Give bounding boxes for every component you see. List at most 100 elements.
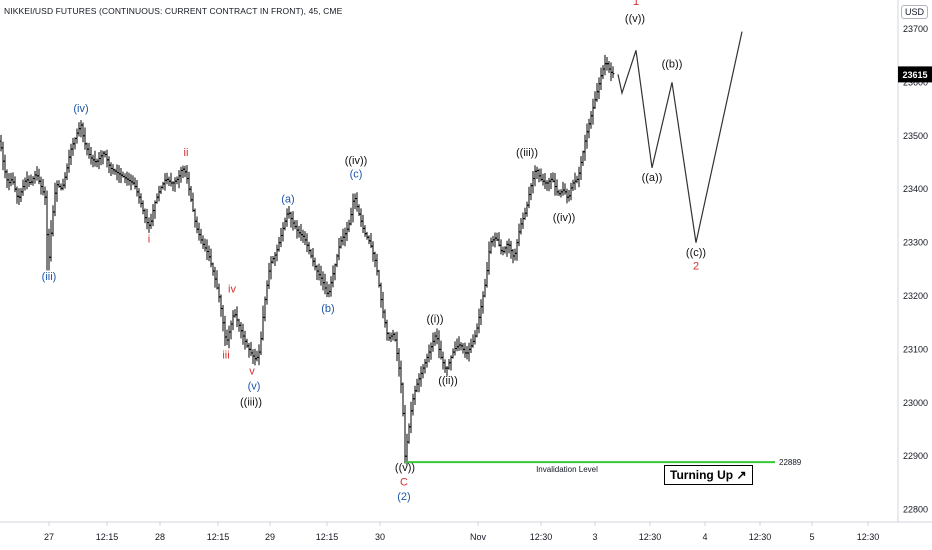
- ohlc-bar: [381, 291, 385, 319]
- ohlc-bar: [219, 294, 223, 317]
- ohlc-bar: [561, 181, 565, 196]
- ohlc-bar: [153, 200, 157, 219]
- ohlc-bar: [565, 188, 569, 204]
- ohlc-bar: [283, 217, 287, 231]
- ohlc-bar: [601, 65, 605, 80]
- ohlc-bar: [263, 296, 267, 322]
- ohlc-bar: [259, 331, 263, 355]
- ohlc-bar: [285, 208, 289, 227]
- ohlc-bar: [13, 176, 17, 193]
- ohlc-bar: [251, 349, 255, 365]
- ohlc-bar: [371, 241, 375, 262]
- ohlc-bar: [501, 246, 505, 256]
- ohlc-bar: [463, 342, 467, 358]
- ohlc-bar: [557, 189, 561, 196]
- ohlc-bar: [55, 180, 59, 202]
- ohlc-bar: [73, 137, 77, 150]
- invalidation-value: 22889: [779, 458, 802, 467]
- ohlc-bar: [195, 216, 199, 234]
- ohlc-bar: [65, 163, 69, 180]
- ohlc-bar: [399, 360, 403, 394]
- ohlc-bar: [349, 207, 353, 226]
- ohlc-bar: [29, 174, 33, 185]
- time-tick-label: 12:30: [857, 532, 880, 542]
- ohlc-bar: [303, 231, 307, 246]
- ohlc-bar: [607, 61, 611, 73]
- badge-label: Turning Up: [670, 468, 734, 482]
- price-tick-label: 23500: [903, 131, 928, 141]
- ohlc-bar: [81, 122, 85, 143]
- time-tick-label: 4: [702, 532, 707, 542]
- ohlc-bar: [49, 220, 53, 262]
- ohlc-bar: [609, 62, 613, 82]
- ohlc-bar: [95, 158, 99, 168]
- ohlc-bar: [519, 218, 523, 235]
- ohlc-bar: [157, 185, 161, 202]
- wave-label: (2): [397, 491, 410, 503]
- ohlc-bar: [41, 178, 45, 196]
- ohlc-bar: [163, 173, 167, 191]
- ohlc-bar: [337, 238, 341, 261]
- ohlc-bar: [187, 171, 191, 196]
- wave-label: 2: [693, 260, 699, 272]
- currency-label[interactable]: USD: [900, 5, 928, 19]
- ohlc-bar: [497, 232, 501, 247]
- ohlc-bar: [475, 323, 479, 338]
- ohlc-bar: [247, 342, 251, 358]
- ohlc-bar: [483, 278, 487, 298]
- ohlc-bar: [531, 171, 535, 194]
- ohlc-bar: [397, 348, 401, 377]
- ohlc-bar: [221, 305, 225, 332]
- ohlc-bar: [89, 146, 93, 165]
- ohlc-bars: [0, 54, 615, 465]
- wave-label: (b): [321, 303, 334, 315]
- ohlc-bar: [203, 238, 207, 252]
- ohlc-bar: [45, 190, 49, 271]
- price-tick-label: 23400: [903, 184, 928, 194]
- time-tick-label: 12:15: [207, 532, 230, 542]
- ohlc-bar: [521, 212, 525, 229]
- ohlc-bar: [35, 166, 39, 181]
- ohlc-bar: [479, 299, 483, 325]
- ohlc-bar: [273, 251, 277, 266]
- wave-label: ((i)): [426, 314, 443, 326]
- ohlc-bar: [61, 178, 65, 191]
- ohlc-bar: [323, 273, 327, 295]
- ohlc-bar: [63, 172, 67, 189]
- ohlc-bar: [577, 166, 581, 188]
- ohlc-bar: [225, 329, 229, 346]
- ohlc-bar: [437, 330, 441, 359]
- ohlc-bar: [181, 165, 185, 179]
- ohlc-bar: [545, 180, 549, 191]
- ohlc-bar: [315, 264, 319, 281]
- ohlc-bar: [255, 350, 259, 362]
- ohlc-bar: [491, 235, 495, 247]
- turning-up-badge: Turning Up ↗: [664, 465, 753, 485]
- ohlc-bar: [87, 142, 91, 159]
- ohlc-bar: [541, 173, 545, 186]
- ohlc-bar: [391, 329, 395, 341]
- wave-label: ((a)): [642, 172, 663, 184]
- ohlc-bar: [77, 122, 81, 137]
- wave-label: ((iv)): [345, 155, 368, 167]
- ohlc-bar: [525, 201, 529, 217]
- price-axis-ticks: 22800 22900 23000 23100 23200 23300 23400 23500…: [903, 24, 928, 515]
- ohlc-bar: [435, 328, 439, 345]
- ohlc-bar: [69, 143, 73, 166]
- ohlc-bar: [135, 180, 139, 197]
- wave-label: ii: [184, 147, 189, 159]
- ohlc-bar: [143, 208, 147, 224]
- ohlc-bar: [229, 320, 233, 340]
- ohlc-bar: [351, 193, 355, 223]
- ohlc-bar: [71, 137, 75, 156]
- current-price-box: [898, 66, 932, 83]
- price-tick-label: 23000: [903, 398, 928, 408]
- ohlc-bar: [197, 222, 201, 241]
- ohlc-bar: [581, 150, 585, 167]
- ohlc-bar: [139, 193, 143, 208]
- ohlc-bar: [507, 238, 511, 254]
- wave-label: i: [148, 234, 150, 246]
- ohlc-bar: [267, 262, 271, 289]
- ohlc-bar: [261, 305, 265, 341]
